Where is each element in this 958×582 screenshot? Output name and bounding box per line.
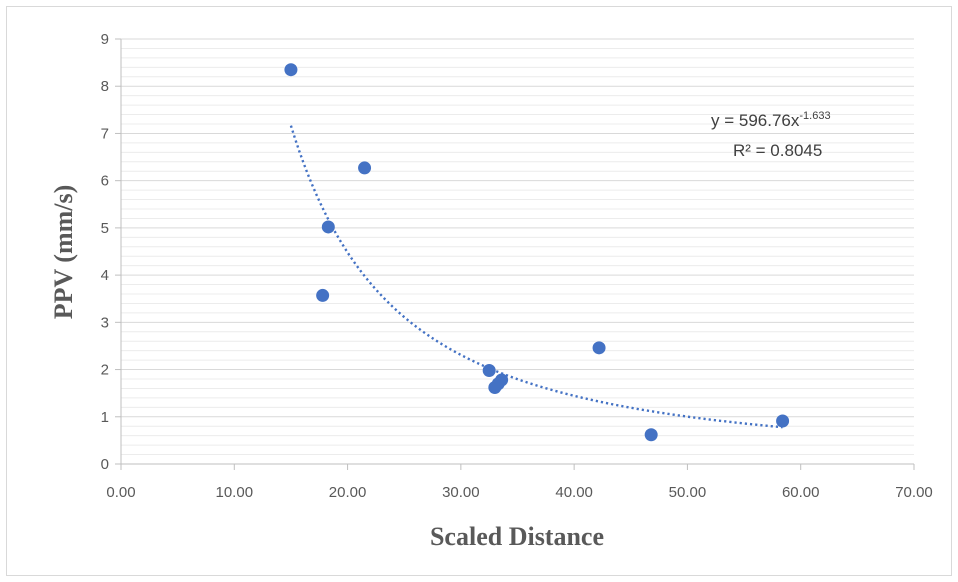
data-point: [358, 161, 372, 175]
trendline-equation: y = 596.76x-1.633: [711, 110, 831, 130]
x-tick-label: 30.00: [442, 484, 480, 501]
gridlines: [121, 38, 914, 456]
y-tick-label: 1: [101, 409, 109, 426]
x-tick-label: 50.00: [669, 484, 707, 501]
y-tick-label: 3: [101, 314, 109, 331]
equation-exponent: -1.633: [799, 110, 830, 122]
x-tick-label: 10.00: [216, 484, 254, 501]
y-tick-label: 7: [101, 125, 109, 142]
data-point: [644, 428, 658, 442]
x-tick-label: 60.00: [782, 484, 820, 501]
axes: [115, 38, 915, 470]
data-points: [284, 63, 790, 442]
x-axis-title: Scaled Distance: [430, 522, 604, 551]
x-tick-label: 40.00: [555, 484, 593, 501]
y-tick-label: 9: [101, 31, 109, 48]
trendline-r-squared: R² = 0.8045: [733, 141, 822, 160]
data-point: [592, 341, 606, 355]
y-tick-label: 5: [101, 220, 109, 237]
y-tick-label: 4: [101, 267, 109, 284]
data-point: [495, 373, 509, 387]
power-trendline: [289, 125, 783, 429]
x-tick-label: 0.00: [106, 484, 135, 501]
y-axis-title: PPV (mm/s): [49, 185, 78, 320]
x-tick-label: 20.00: [329, 484, 367, 501]
chart-frame: [6, 6, 952, 576]
y-tick-label: 6: [101, 173, 109, 190]
equation-base: y = 596.76x: [711, 111, 800, 130]
x-tick-labels: 0.00 10.00 20.00 30.00 40.00 50.00 60.00 70.00: [106, 484, 932, 501]
data-point: [284, 63, 298, 77]
y-tick-labels: 0 1 2 3 4 5 6 7 8 9: [101, 31, 109, 473]
data-point: [776, 414, 790, 428]
y-tick-label: 8: [101, 78, 109, 95]
data-point: [316, 288, 330, 302]
x-tick-label: 70.00: [895, 484, 933, 501]
y-tick-label: 2: [101, 362, 109, 379]
data-point: [482, 364, 496, 377]
data-point: [321, 220, 335, 234]
y-tick-label: 0: [101, 456, 109, 473]
